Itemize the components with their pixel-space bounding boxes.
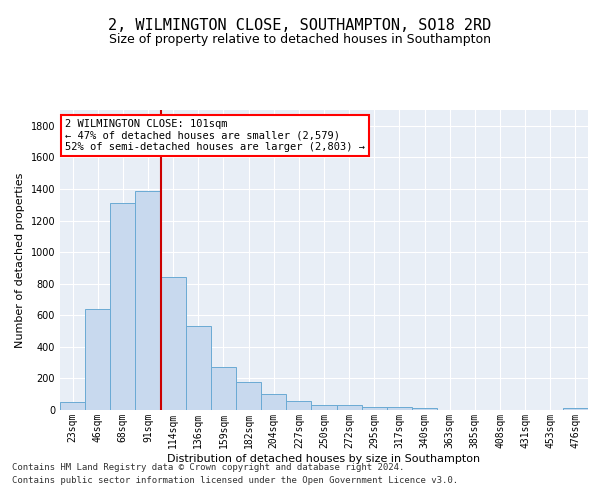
Bar <box>286 400 311 410</box>
Bar <box>186 326 211 410</box>
Bar <box>211 368 236 410</box>
Bar <box>412 408 437 410</box>
Y-axis label: Number of detached properties: Number of detached properties <box>15 172 25 348</box>
Text: Size of property relative to detached houses in Southampton: Size of property relative to detached ho… <box>109 32 491 46</box>
Text: 2 WILMINGTON CLOSE: 101sqm
← 47% of detached houses are smaller (2,579)
52% of s: 2 WILMINGTON CLOSE: 101sqm ← 47% of deta… <box>65 119 365 152</box>
Bar <box>261 394 286 410</box>
Bar <box>136 190 161 410</box>
Bar <box>311 406 337 410</box>
Bar <box>337 406 362 410</box>
Bar <box>161 278 186 410</box>
Text: Contains HM Land Registry data © Crown copyright and database right 2024.: Contains HM Land Registry data © Crown c… <box>12 464 404 472</box>
Bar <box>85 309 110 410</box>
Bar <box>563 408 588 410</box>
X-axis label: Distribution of detached houses by size in Southampton: Distribution of detached houses by size … <box>167 454 481 464</box>
Bar <box>362 407 387 410</box>
Bar <box>60 402 85 410</box>
Text: 2, WILMINGTON CLOSE, SOUTHAMPTON, SO18 2RD: 2, WILMINGTON CLOSE, SOUTHAMPTON, SO18 2… <box>109 18 491 32</box>
Bar <box>236 382 261 410</box>
Bar <box>110 203 136 410</box>
Text: Contains public sector information licensed under the Open Government Licence v3: Contains public sector information licen… <box>12 476 458 485</box>
Bar <box>387 407 412 410</box>
